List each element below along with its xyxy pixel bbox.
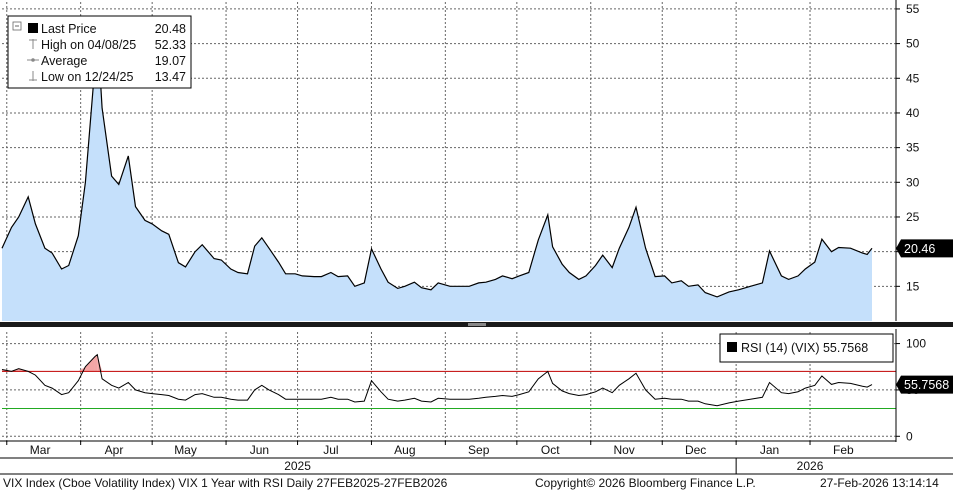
rsi-last-value-tag-bg (896, 375, 953, 394)
last-price-swatch-icon (28, 23, 38, 33)
price-y-tick-label: 55 (906, 2, 920, 16)
month-label: Aug (394, 443, 415, 457)
month-label: May (174, 443, 197, 457)
month-label: Mar (30, 443, 51, 457)
month-label: Apr (105, 443, 124, 457)
price-last-value-tag-text: 20.46 (904, 242, 935, 256)
month-label: Dec (685, 443, 706, 457)
rsi-swatch-icon (727, 342, 737, 352)
rsi-overbought-fill (85, 356, 95, 372)
price-legend-label: Low on 12/24/25 (41, 70, 133, 84)
price-legend-label: Average (41, 54, 87, 68)
month-label: Feb (833, 443, 854, 457)
price-y-tick-label: 45 (906, 71, 920, 85)
price-legend-value: 52.33 (155, 38, 186, 52)
price-y-tick-label: 25 (906, 210, 920, 224)
year-label: 2025 (284, 459, 311, 473)
month-label: Jul (323, 443, 338, 457)
month-label: Oct (541, 443, 560, 457)
price-legend-value: 13.47 (155, 70, 186, 84)
rsi-y-tick-label: 0 (906, 429, 913, 443)
year-label: 2026 (797, 459, 824, 473)
price-y-tick-label: 30 (906, 175, 920, 189)
divider-handle-icon (468, 323, 486, 326)
price-y-tick-label: 15 (906, 279, 920, 293)
rsi-y-tick-label: 100 (906, 337, 926, 351)
price-legend-box (7, 15, 192, 89)
month-label: Jun (250, 443, 269, 457)
vix-rsi-chart: 152025303540455055050100MarAprMayJunJulA… (0, 0, 953, 475)
copyright-text: Copyright© 2026 Bloomberg Finance L.P. (535, 476, 756, 490)
rsi-last-value-tag-text: 55.7568 (904, 378, 949, 392)
rsi-legend-label: RSI (14) (VIX) 55.7568 (741, 341, 868, 355)
month-label: Nov (613, 443, 634, 457)
footer-bar: VIX Index (Cboe Volatility Index) VIX 1 … (0, 475, 953, 492)
month-label: Sep (468, 443, 490, 457)
chart-description: VIX Index (Cboe Volatility Index) VIX 1 … (3, 476, 448, 490)
price-legend-label: Last Price (41, 22, 97, 36)
price-y-tick-label: 35 (906, 141, 920, 155)
price-last-value-tag-bg (896, 239, 953, 258)
price-legend-value: 19.07 (155, 54, 186, 68)
month-label: Jan (760, 443, 779, 457)
price-area-fill (2, 27, 872, 321)
price-y-tick-label: 40 (906, 106, 920, 120)
price-legend-value: 20.48 (155, 22, 186, 36)
price-last-value-tag: 20.46 (896, 239, 953, 258)
rsi-last-value-tag: 55.7568 (896, 375, 953, 394)
rsi-overbought-fill (94, 354, 98, 372)
price-line (1, 27, 873, 298)
rsi-legend-box (719, 333, 894, 363)
price-legend-label: High on 04/08/25 (41, 38, 136, 52)
average-marker-dot (31, 58, 35, 62)
price-y-tick-label: 50 (906, 37, 920, 51)
rsi-line (1, 353, 873, 407)
timestamp: 27-Feb-2026 13:14:14 (820, 476, 939, 490)
